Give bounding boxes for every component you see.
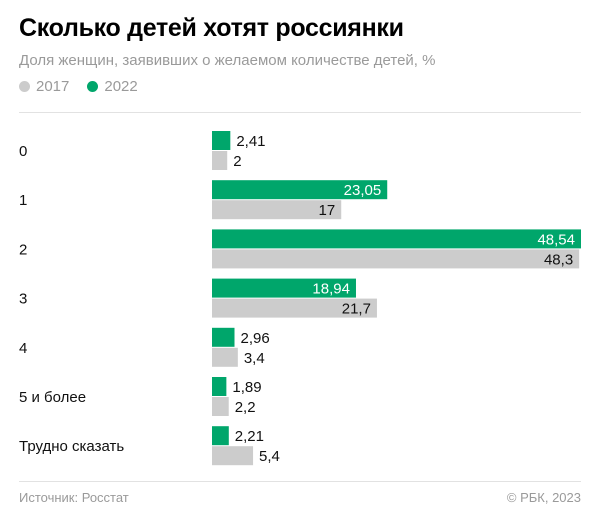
top-divider	[19, 112, 581, 113]
category-label: 4	[19, 340, 27, 357]
legend-item-2022: 2022	[87, 78, 138, 95]
category-label: 3	[19, 291, 27, 308]
data-label-2022: 1,89	[232, 379, 261, 396]
bottom-divider	[19, 481, 581, 482]
bar-2017	[212, 347, 238, 367]
legend-item-2017: 2017	[19, 78, 69, 95]
data-label-2022: 23,05	[344, 182, 382, 199]
source-text: Источник: Росстат	[19, 490, 129, 505]
data-label-2022: 2,96	[241, 330, 270, 347]
data-label-2022: 48,54	[537, 231, 575, 248]
bar-2017	[212, 249, 580, 269]
legend-label-2017: 2017	[36, 78, 70, 95]
category-label: Трудно сказать	[19, 438, 124, 455]
bar-2017	[212, 446, 254, 466]
category-label: 0	[19, 143, 27, 160]
bar-2022	[212, 180, 388, 200]
data-label-2022: 18,94	[312, 281, 350, 298]
data-label-2017: 48,3	[544, 251, 573, 268]
category-label: 1	[19, 192, 27, 209]
data-label-2022: 2,41	[236, 133, 265, 150]
bar-2022	[212, 426, 229, 446]
data-label-2017: 2	[233, 153, 241, 170]
bar-2017	[212, 397, 229, 416]
data-label-2017: 21,7	[342, 301, 371, 318]
legend: 2017 2022	[19, 78, 138, 95]
data-label-2022: 2,21	[235, 428, 264, 445]
bar-2022	[212, 131, 231, 150]
category-label: 5 и более	[19, 389, 86, 406]
bar-2017	[212, 298, 377, 318]
data-label-2017: 2,2	[235, 399, 256, 416]
legend-dot-2017	[19, 81, 30, 92]
legend-dot-2022	[87, 81, 99, 92]
data-label-2017: 17	[319, 202, 336, 219]
bar-2022	[212, 377, 227, 396]
bar-2022	[212, 278, 356, 298]
data-label-2017: 3,4	[244, 350, 265, 367]
chart-title: Сколько детей хотят россиянки	[19, 14, 404, 42]
category-label: 2	[19, 241, 27, 258]
legend-label-2022: 2022	[104, 78, 138, 95]
bar-2022	[212, 327, 235, 347]
bar-2017	[212, 151, 228, 170]
bar-2022	[212, 229, 581, 249]
chart-subtitle: Доля женщин, заявивших о желаемом количе…	[19, 52, 436, 69]
data-label-2017: 5,4	[259, 448, 280, 465]
copyright-text: © РБК, 2023	[506, 490, 581, 505]
bar-2017	[212, 200, 342, 220]
